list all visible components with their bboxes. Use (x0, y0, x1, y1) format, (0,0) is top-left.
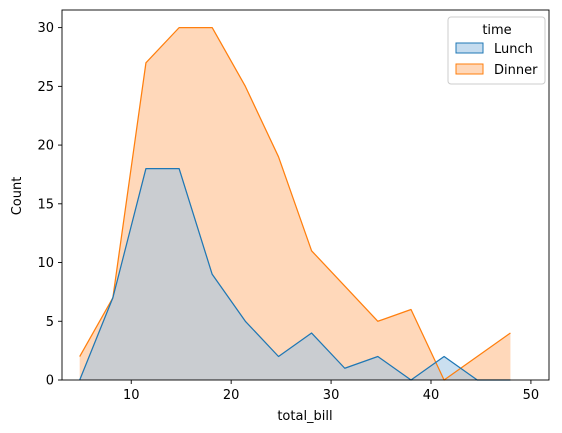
series-line-lunch (79, 167, 511, 381)
x-axis-label: total_bill (277, 409, 332, 424)
y-tick-label: 20 (37, 139, 54, 154)
series-lines (79, 26, 511, 381)
x-tick-label: 50 (523, 388, 540, 403)
legend-items: Lunch Dinner (455, 42, 538, 78)
series-fills (79, 27, 511, 380)
legend-swatch-lunch (455, 42, 484, 54)
y-tick-label: 0 (46, 374, 54, 389)
y-axis-label: Count (10, 177, 25, 216)
legend-label-dinner: Dinner (494, 63, 538, 78)
x-tick-label: 30 (323, 388, 340, 403)
y-tick-label: 30 (37, 21, 54, 36)
legend-title: time (482, 23, 511, 38)
y-tick-label: 5 (46, 315, 54, 330)
y-tick-label: 25 (37, 80, 54, 95)
y-tick-label: 10 (37, 256, 54, 271)
y-axis-ticks: 0 5 10 15 20 25 30 (37, 21, 62, 389)
axes-frame (61, 9, 550, 381)
x-axis-ticks: 10 20 30 40 50 (123, 380, 539, 403)
legend: time Lunch Dinner (447, 16, 546, 85)
x-tick-label: 10 (123, 388, 140, 403)
y-tick-label: 15 (37, 197, 54, 212)
series-line-dinner (79, 26, 511, 381)
legend-label-lunch: Lunch (494, 42, 533, 57)
axes (61, 9, 550, 381)
legend-swatch-dinner (455, 63, 484, 75)
series-fill-lunch (79, 168, 511, 380)
x-tick-label: 40 (423, 388, 440, 403)
x-tick-label: 20 (223, 388, 240, 403)
